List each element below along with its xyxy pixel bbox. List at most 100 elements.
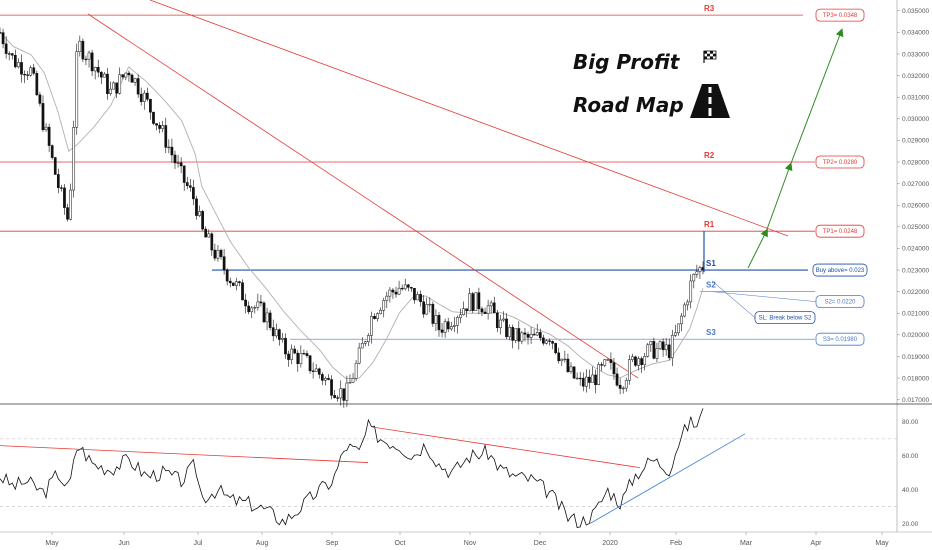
candle-body bbox=[262, 302, 266, 323]
candle-body bbox=[348, 382, 352, 384]
candle-body bbox=[63, 187, 66, 208]
callout-label: TP2= 0.0280 bbox=[823, 160, 858, 166]
y-tick-label: 0.035000 bbox=[902, 8, 929, 15]
candle-body bbox=[354, 362, 358, 379]
candle-body bbox=[637, 358, 640, 366]
candle-body bbox=[287, 353, 290, 360]
candle-body bbox=[35, 73, 39, 96]
y-tick-label: 0.018000 bbox=[902, 375, 929, 382]
candle-body bbox=[403, 284, 407, 290]
candle-body bbox=[431, 303, 435, 324]
candle-body bbox=[376, 313, 379, 319]
candle-body bbox=[526, 334, 530, 338]
x-tick-label: Aug bbox=[256, 540, 269, 547]
candle-body bbox=[149, 98, 152, 113]
candle-body bbox=[244, 299, 247, 307]
candle-body bbox=[578, 377, 582, 380]
candle-body bbox=[652, 341, 656, 359]
y-tick-label: 0.017000 bbox=[902, 397, 929, 404]
candle-body bbox=[677, 323, 680, 334]
candle-body bbox=[360, 343, 364, 349]
x-tick-label: Nov bbox=[464, 540, 477, 547]
candle-body bbox=[588, 376, 591, 383]
candle-body bbox=[606, 359, 610, 361]
candle-body bbox=[284, 337, 287, 355]
candle-body bbox=[468, 293, 472, 312]
candle-body bbox=[388, 289, 392, 297]
candle-body bbox=[69, 189, 72, 220]
candle-body bbox=[367, 335, 370, 343]
candle-body bbox=[87, 52, 91, 60]
candle-body bbox=[667, 344, 671, 359]
candle-body bbox=[342, 388, 346, 401]
candle-body bbox=[72, 127, 76, 191]
callout-box bbox=[815, 332, 865, 346]
y-tick-label: 0.023000 bbox=[902, 267, 929, 274]
candle-body bbox=[391, 289, 395, 293]
candle-body bbox=[265, 312, 269, 323]
callout-label: TP1= 0.0248 bbox=[823, 229, 858, 235]
candle-body bbox=[314, 368, 318, 372]
candle-body bbox=[112, 82, 115, 90]
candle-body bbox=[155, 123, 158, 126]
candle-body bbox=[290, 348, 293, 360]
candle-body bbox=[268, 312, 272, 328]
candle-body bbox=[118, 74, 122, 94]
candle-body bbox=[569, 366, 573, 373]
candle-body bbox=[400, 287, 404, 290]
x-tick-label: May bbox=[45, 540, 59, 547]
x-tick-label: Oct bbox=[395, 540, 406, 547]
candle-body bbox=[397, 287, 401, 295]
candle-body bbox=[664, 344, 668, 351]
y-tick-label: 0.019000 bbox=[902, 354, 929, 361]
candle-body bbox=[302, 353, 306, 355]
y-tick-label: 0.029000 bbox=[902, 138, 929, 145]
candle-body bbox=[271, 327, 275, 337]
x-tick-label: Feb bbox=[670, 540, 682, 547]
candle-body bbox=[345, 382, 349, 401]
candle-body bbox=[84, 58, 88, 61]
candle-body bbox=[462, 308, 465, 316]
candle-body bbox=[256, 301, 260, 308]
candle-body bbox=[471, 293, 475, 311]
candle-body bbox=[213, 249, 217, 259]
candle-body bbox=[603, 359, 607, 366]
osc-y-tick-label: 80.00 bbox=[902, 419, 919, 426]
x-tick-label: Apr bbox=[811, 540, 823, 547]
candle-body bbox=[520, 332, 524, 342]
candle-body bbox=[351, 378, 355, 383]
candle-body bbox=[192, 187, 195, 200]
candle-body bbox=[23, 73, 26, 76]
candle-body bbox=[572, 366, 576, 379]
candle-body bbox=[492, 302, 496, 314]
candle-body bbox=[495, 312, 499, 329]
candle-body bbox=[253, 307, 257, 309]
candle-body bbox=[0, 32, 2, 34]
candle-body bbox=[523, 332, 527, 335]
candle-body bbox=[597, 364, 600, 385]
candle-body bbox=[201, 211, 204, 230]
level-label-r3: R3 bbox=[704, 4, 715, 13]
projection-arrow-3 bbox=[789, 28, 844, 167]
candle-body bbox=[459, 314, 462, 318]
candle-body bbox=[56, 174, 60, 188]
candle-body bbox=[299, 353, 303, 364]
y-tick-label: 0.034000 bbox=[902, 30, 929, 37]
candle-body bbox=[486, 305, 490, 314]
candle-body bbox=[225, 269, 229, 282]
candle-body bbox=[538, 332, 542, 339]
candle-body bbox=[66, 207, 69, 220]
x-tick-label: Mar bbox=[740, 540, 753, 547]
candle-body bbox=[204, 228, 208, 238]
candle-body bbox=[103, 73, 106, 78]
y-tick-label: 0.032000 bbox=[902, 73, 929, 80]
candles-group bbox=[0, 27, 705, 408]
candle-body bbox=[1, 32, 5, 45]
chart-title-line2: Road Map bbox=[573, 93, 684, 117]
candle-body bbox=[207, 233, 211, 238]
candle-body bbox=[333, 395, 336, 398]
candle-body bbox=[60, 187, 63, 189]
candle-body bbox=[545, 340, 548, 344]
candle-body bbox=[308, 355, 312, 372]
candle-body bbox=[4, 43, 8, 54]
